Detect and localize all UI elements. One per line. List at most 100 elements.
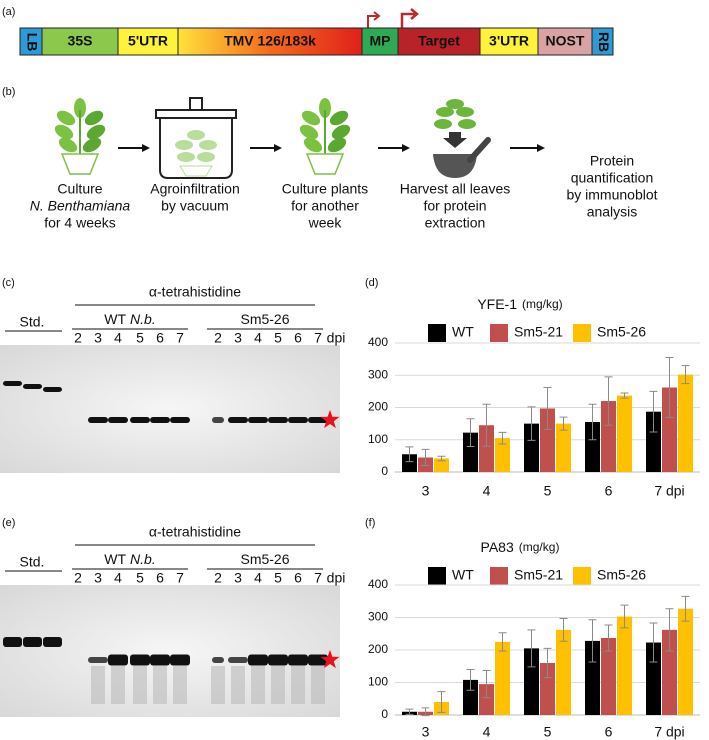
legend-swatch	[573, 324, 591, 342]
error-bar	[559, 617, 568, 642]
construct-segment	[361, 27, 399, 56]
std-band	[3, 381, 22, 386]
step-text: for protein	[423, 198, 486, 214]
legend-swatch	[490, 567, 508, 585]
y-tick-label: 300	[368, 367, 388, 381]
y-tick-label: 200	[368, 400, 388, 414]
error-bar	[527, 406, 536, 441]
step-text: Culture plants	[282, 181, 368, 197]
error-bar	[421, 448, 430, 467]
band	[130, 417, 150, 423]
leaf	[58, 137, 78, 153]
error-bar	[498, 431, 507, 445]
construct-segment	[117, 27, 179, 56]
antibody-label: α-tetrahistidine	[149, 284, 241, 300]
step-text: Culture	[57, 181, 102, 197]
lane-label: 6	[294, 570, 302, 586]
lane-label: 2	[74, 570, 82, 586]
bar	[479, 425, 494, 472]
error-bar	[498, 632, 507, 652]
segment-label: LB	[24, 33, 40, 52]
group-label: WT N.b.	[104, 311, 155, 327]
panel-label: (f)	[365, 517, 375, 529]
segment-label: RB	[596, 32, 612, 52]
error-bar	[559, 416, 568, 431]
band	[88, 417, 108, 423]
leaf	[331, 124, 351, 140]
bar	[524, 423, 539, 472]
step-text: week	[308, 215, 343, 231]
legend-label: Sm5-26	[597, 567, 646, 583]
bar	[495, 438, 510, 472]
bar	[463, 432, 478, 472]
legend-swatch	[573, 567, 591, 585]
flow-arrowhead	[142, 144, 150, 152]
star	[320, 410, 340, 429]
bar	[678, 374, 693, 472]
leaf	[434, 119, 452, 129]
standard-label: Std.	[20, 314, 45, 330]
band	[150, 417, 170, 423]
std-band	[43, 387, 62, 392]
title-unit: (mg/kg)	[519, 540, 560, 554]
error-bar	[421, 707, 430, 717]
bar	[585, 422, 600, 472]
band	[108, 654, 128, 666]
lane-label: 5	[274, 330, 282, 346]
x-tick-label: 5	[544, 724, 552, 740]
star	[320, 650, 340, 669]
smear	[231, 666, 245, 704]
bar	[479, 684, 494, 715]
lane-label: 7	[176, 570, 184, 586]
pot	[179, 165, 213, 177]
panel-label: (a)	[2, 6, 15, 18]
y-tick-label: 100	[368, 432, 388, 446]
segment-label: MP	[370, 33, 391, 49]
lane-label: 4	[114, 330, 122, 346]
error-bar	[405, 446, 414, 463]
error-bar	[681, 365, 690, 385]
blot-image	[0, 345, 340, 473]
error-bar	[604, 624, 613, 652]
step-text: quantification	[571, 170, 654, 186]
legend-label: WT	[452, 567, 474, 583]
error-bar	[649, 390, 658, 433]
leaf	[197, 152, 215, 162]
leaf	[299, 124, 319, 140]
y-tick-label: 400	[368, 577, 388, 591]
legend-label: Sm5-21	[514, 567, 563, 583]
y-tick-label: 200	[368, 642, 388, 656]
unit-label: dpi	[327, 570, 346, 586]
error-bar	[466, 669, 475, 691]
group-label: Sm5-26	[240, 551, 289, 567]
title-unit: (mg/kg)	[522, 297, 563, 311]
legend-swatch	[428, 567, 446, 585]
harvest-icon	[433, 99, 491, 178]
construct-segment	[591, 27, 614, 56]
flow-arrowhead	[274, 144, 282, 152]
lane-label: 6	[294, 330, 302, 346]
chart-title: PA83 (mg/kg)	[481, 539, 560, 555]
lane-label: 5	[274, 570, 282, 586]
step-text: analysis	[587, 204, 638, 220]
band	[170, 654, 190, 666]
std-band	[3, 637, 22, 647]
lane-label: 3	[94, 570, 102, 586]
title-main: YFE-1	[477, 296, 517, 312]
leaf	[82, 137, 102, 153]
construct-segment	[41, 27, 119, 56]
smear	[251, 666, 265, 704]
y-tick-label: 400	[368, 335, 388, 349]
leaf	[329, 110, 349, 126]
bar	[540, 408, 555, 472]
lane-label: 7	[176, 330, 184, 346]
band	[170, 417, 190, 423]
band	[88, 657, 108, 663]
band	[212, 657, 224, 663]
error-bar	[588, 403, 597, 441]
segment-label: Target	[418, 33, 460, 49]
group-species: N.b.	[130, 311, 156, 327]
group-name: Sm5-26	[240, 311, 289, 327]
leaf	[56, 110, 76, 126]
